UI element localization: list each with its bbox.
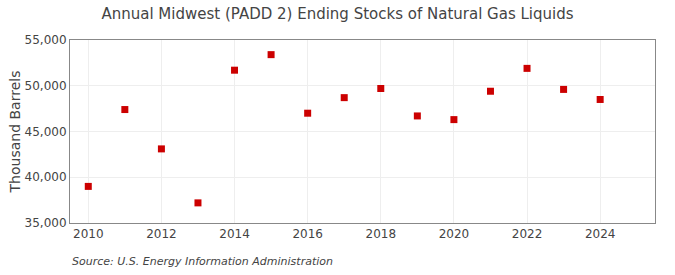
svg-text:35,000: 35,000 <box>25 216 67 230</box>
svg-text:2012: 2012 <box>146 227 177 241</box>
svg-text:40,000: 40,000 <box>25 170 67 184</box>
svg-text:2020: 2020 <box>439 227 470 241</box>
svg-text:50,000: 50,000 <box>25 79 67 93</box>
svg-text:2010: 2010 <box>73 227 104 241</box>
svg-text:Thousand Barrels: Thousand Barrels <box>7 71 23 194</box>
svg-text:Annual Midwest (PADD 2) Ending: Annual Midwest (PADD 2) Ending Stocks of… <box>101 5 573 23</box>
svg-text:2016: 2016 <box>292 227 323 241</box>
svg-text:55,000: 55,000 <box>25 33 67 47</box>
svg-text:2014: 2014 <box>219 227 250 241</box>
svg-text:2024: 2024 <box>585 227 616 241</box>
svg-text:Source: U.S. Energy Informatio: Source: U.S. Energy Information Administ… <box>72 255 333 268</box>
svg-text:2022: 2022 <box>512 227 543 241</box>
svg-text:45,000: 45,000 <box>25 125 67 139</box>
svg-text:2018: 2018 <box>366 227 397 241</box>
